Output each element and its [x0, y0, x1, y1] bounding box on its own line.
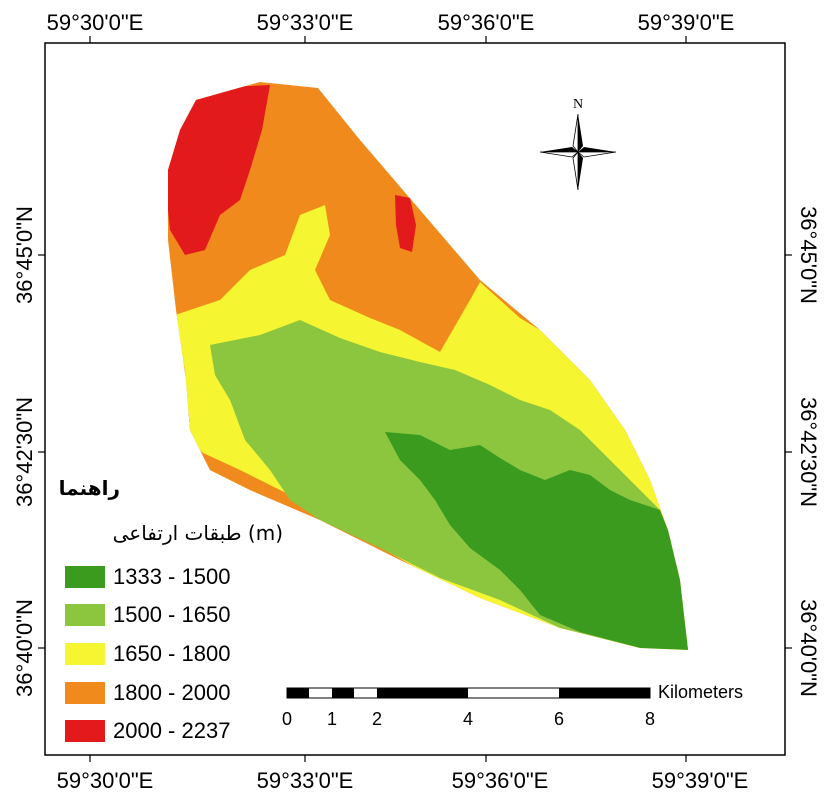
scale-tick-label: 6	[554, 709, 564, 729]
bottom-longitude-label: 59°33'0"E	[257, 768, 354, 793]
elevation-zone-2000-2237	[168, 85, 270, 255]
legend-label: 1333 - 1500	[113, 564, 230, 589]
legend-title: راهنما	[59, 476, 120, 500]
legend: راهنما طبقات ارتفاعی (m) 1333 - 1500 150…	[59, 476, 283, 743]
legend-swatch-1800-2000	[65, 682, 105, 704]
elevation-zone-2000-2237	[395, 195, 416, 252]
top-longitude-label: 59°39'0"E	[638, 10, 735, 35]
bottom-longitude-label: 59°39'0"E	[652, 768, 749, 793]
legend-label: 1800 - 2000	[113, 680, 230, 705]
top-longitude-label: 59°30'0"E	[47, 10, 144, 35]
legend-swatch-2000-2237	[65, 720, 105, 742]
north-arrow-icon	[539, 113, 617, 191]
right-latitude-label: 36°40'0"N	[796, 599, 821, 697]
right-latitude-label: 36°45'0"N	[796, 206, 821, 304]
scale-tick-label: 1	[327, 709, 337, 729]
elevation-map	[168, 82, 688, 650]
left-latitude-label: 36°45'0"N	[12, 206, 37, 304]
legend-label: 1500 - 1650	[113, 602, 230, 627]
legend-swatch-1333-1500	[65, 566, 105, 588]
legend-subtitle: طبقات ارتفاعی (m)	[113, 521, 283, 545]
top-longitude-label: 59°36'0"E	[438, 10, 535, 35]
scale-tick-label: 8	[645, 709, 655, 729]
legend-label: 1650 - 1800	[113, 641, 230, 666]
legend-swatch-1650-1800	[65, 643, 105, 665]
top-longitude-label: 59°33'0"E	[257, 10, 354, 35]
legend-label: 2000 - 2237	[113, 718, 230, 743]
left-latitude-label: 36°40'0"N	[12, 599, 37, 697]
graticule-ticks	[38, 36, 792, 762]
bottom-longitude-label: 59°36'0"E	[452, 768, 549, 793]
legend-swatch-1500-1650	[65, 604, 105, 626]
bottom-longitude-label: 59°30'0"E	[57, 768, 154, 793]
north-arrow-label: N	[573, 97, 583, 112]
scale-tick-label: 4	[463, 709, 473, 729]
left-latitude-label: 36°42'30"N	[12, 397, 37, 507]
scale-bar: Kilometers 0 1 2 4 6 8	[282, 682, 743, 729]
elevation-zone-1333-1500	[385, 432, 688, 650]
scale-unit-label: Kilometers	[658, 682, 743, 702]
scale-tick-label: 0	[282, 709, 292, 729]
scale-tick-label: 2	[372, 709, 382, 729]
right-latitude-label: 36°42'30"N	[796, 397, 821, 507]
